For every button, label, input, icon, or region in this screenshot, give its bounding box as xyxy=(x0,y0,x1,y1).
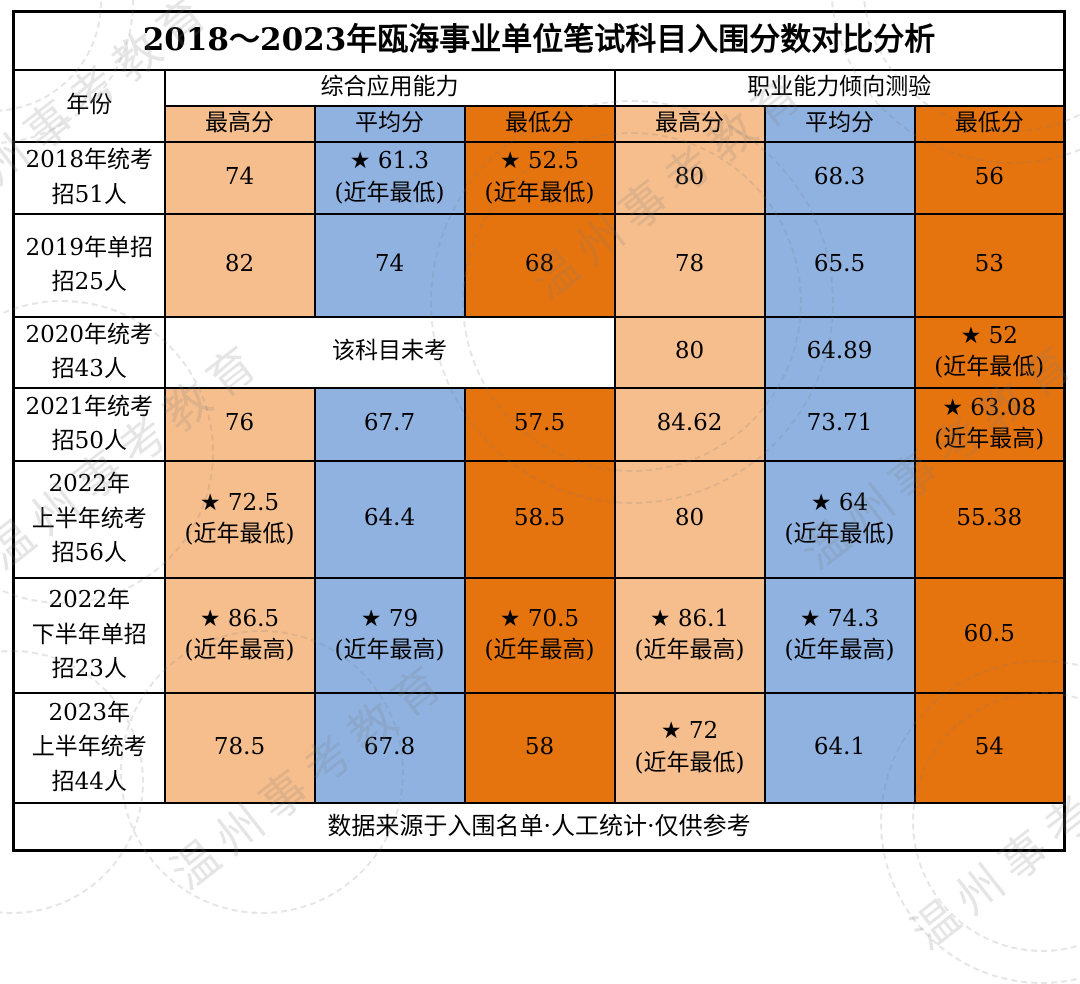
score-table: 2018～2023年瓯海事业单位笔试科目入围分数对比分析 年份 综合应用能力 职… xyxy=(12,10,1066,852)
score-cell: 64.4 xyxy=(313,459,466,579)
score-cell: 58 xyxy=(463,691,616,804)
year-cell: 2018年统考 招51人 xyxy=(12,140,166,215)
subheader-min-comprehensive: 最低分 xyxy=(463,104,616,143)
subheader-avg-comprehensive: 平均分 xyxy=(313,104,466,143)
subheader-min-occupational: 最低分 xyxy=(913,104,1066,143)
score-cell: 58.5 xyxy=(463,459,616,579)
year-cell: 2019年单招 招25人 xyxy=(12,212,166,318)
table-row: 2023年 上半年统考 招44人 78.5 67.8 58 ★ 72 (近年最低)… xyxy=(12,691,1066,804)
score-cell: ★ 72 (近年最低) xyxy=(613,691,766,804)
subheader-max-occupational: 最高分 xyxy=(613,104,766,143)
score-cell: ★ 70.5 (近年最高) xyxy=(463,576,616,694)
score-cell: 67.7 xyxy=(313,386,466,462)
score-cell: ★ 52.5 (近年最低) xyxy=(463,140,616,215)
score-cell: 74 xyxy=(313,212,466,318)
page-title: 2018～2023年瓯海事业单位笔试科目入围分数对比分析 xyxy=(12,10,1066,71)
score-cell: 82 xyxy=(163,212,316,318)
score-cell: ★ 72.5 (近年最低) xyxy=(163,459,316,579)
score-cell: 55.38 xyxy=(913,459,1066,579)
score-cell: 80 xyxy=(613,315,766,389)
score-cell: 56 xyxy=(913,140,1066,215)
subheader-max-comprehensive: 最高分 xyxy=(163,104,316,143)
group-header-comprehensive: 综合应用能力 xyxy=(163,68,616,107)
year-cell: 2022年 上半年统考 招56人 xyxy=(12,459,166,579)
year-cell: 2020年统考 招43人 xyxy=(12,315,166,389)
score-cell: ★ 86.5 (近年最高) xyxy=(163,576,316,694)
table-row: 2019年单招 招25人 82 74 68 78 65.5 53 xyxy=(12,212,1066,318)
score-cell: ★ 61.3 (近年最低) xyxy=(313,140,466,215)
table-row: 2018年统考 招51人 74 ★ 61.3 (近年最低) ★ 52.5 (近年最低… xyxy=(12,140,1066,215)
score-cell: ★ 64 (近年最低) xyxy=(763,459,916,579)
score-cell: 84.62 xyxy=(613,386,766,462)
score-cell: 74 xyxy=(163,140,316,215)
score-cell: ★ 52 (近年最低) xyxy=(913,315,1066,389)
year-cell: 2021年统考 招50人 xyxy=(12,386,166,462)
score-cell: 80 xyxy=(613,140,766,215)
score-cell: ★ 63.08 (近年最高) xyxy=(913,386,1066,462)
score-cell: 60.5 xyxy=(913,576,1066,694)
score-cell: ★ 79 (近年最高) xyxy=(313,576,466,694)
score-cell: 78.5 xyxy=(163,691,316,804)
year-cell: 2023年 上半年统考 招44人 xyxy=(12,691,166,804)
year-column-header: 年份 xyxy=(12,68,166,143)
score-cell: ★ 74.3 (近年最高) xyxy=(763,576,916,694)
score-cell: 76 xyxy=(163,386,316,462)
table-row: 2022年 下半年单招 招23人 ★ 86.5 (近年最高) ★ 79 (近年最高)… xyxy=(12,576,1066,694)
score-cell: 65.5 xyxy=(763,212,916,318)
subheader-avg-occupational: 平均分 xyxy=(763,104,916,143)
score-cell: 64.1 xyxy=(763,691,916,804)
score-cell: 68 xyxy=(463,212,616,318)
score-cell: 54 xyxy=(913,691,1066,804)
score-cell: 64.89 xyxy=(763,315,916,389)
table-row: 2021年统考 招50人 76 67.7 57.5 84.62 73.71 ★ … xyxy=(12,386,1066,462)
score-cell: 68.3 xyxy=(763,140,916,215)
score-cell: 80 xyxy=(613,459,766,579)
score-cell: ★ 86.1 (近年最高) xyxy=(613,576,766,694)
score-cell: 78 xyxy=(613,212,766,318)
table-row: 2022年 上半年统考 招56人 ★ 72.5 (近年最低) 64.4 58.5 … xyxy=(12,459,1066,579)
no-exam-note-cell: 该科目未考 xyxy=(163,315,616,389)
score-cell: 67.8 xyxy=(313,691,466,804)
group-header-occupational: 职业能力倾向测验 xyxy=(613,68,1066,107)
score-cell: 53 xyxy=(913,212,1066,318)
score-cell: 57.5 xyxy=(463,386,616,462)
table-row: 2020年统考 招43人 该科目未考 80 64.89 ★ 52 (近年最低) xyxy=(12,315,1066,389)
data-source-note: 数据来源于入围名单·人工统计·仅供参考 xyxy=(12,801,1066,852)
score-cell: 73.71 xyxy=(763,386,916,462)
year-cell: 2022年 下半年单招 招23人 xyxy=(12,576,166,694)
